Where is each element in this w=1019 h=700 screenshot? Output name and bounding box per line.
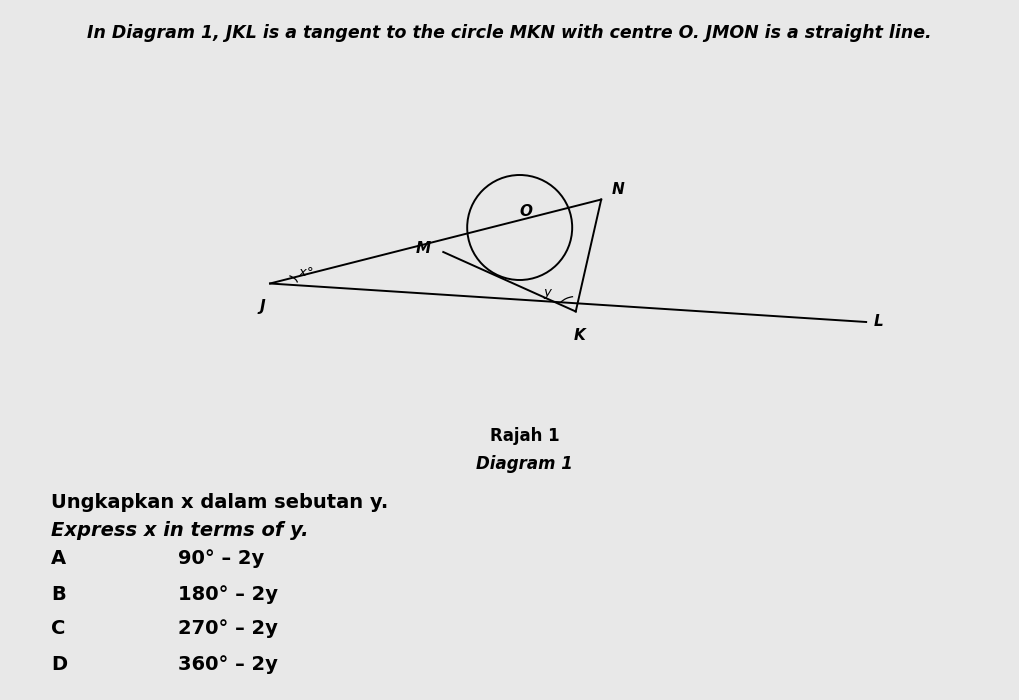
Text: N: N	[611, 181, 624, 197]
Text: K: K	[574, 328, 586, 344]
Text: L: L	[874, 314, 883, 330]
Text: O: O	[520, 204, 533, 219]
Text: 270° – 2y: 270° – 2y	[178, 620, 278, 638]
Text: In Diagram 1, JKL is a tangent to the circle MKN with centre O. JMON is a straig: In Diagram 1, JKL is a tangent to the ci…	[88, 25, 931, 43]
Text: $y$: $y$	[543, 288, 553, 302]
Text: 90° – 2y: 90° – 2y	[178, 550, 265, 568]
Text: M: M	[416, 241, 431, 256]
Text: Rajah 1: Rajah 1	[490, 427, 559, 445]
Text: Express x in terms of y.: Express x in terms of y.	[51, 522, 309, 540]
Text: 360° – 2y: 360° – 2y	[178, 654, 278, 673]
Text: Ungkapkan x dalam sebutan y.: Ungkapkan x dalam sebutan y.	[51, 494, 388, 512]
Text: $x°$: $x°$	[298, 267, 314, 279]
Text: Diagram 1: Diagram 1	[476, 455, 574, 473]
Text: C: C	[51, 620, 65, 638]
Text: B: B	[51, 584, 65, 603]
Text: A: A	[51, 550, 66, 568]
Text: 180° – 2y: 180° – 2y	[178, 584, 278, 603]
Text: J: J	[259, 298, 265, 314]
Text: D: D	[51, 654, 67, 673]
